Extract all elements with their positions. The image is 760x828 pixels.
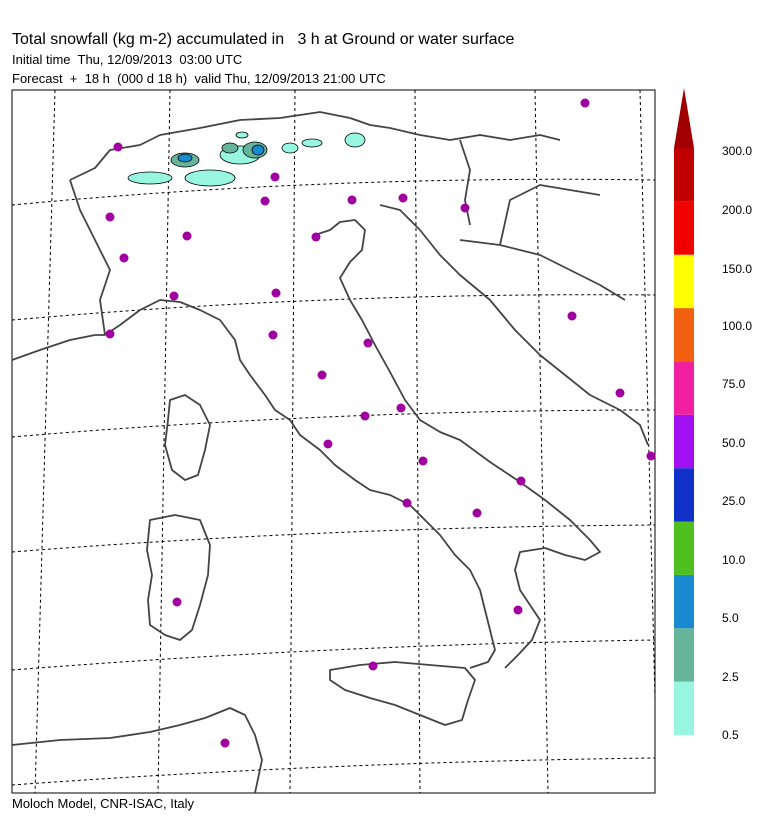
station-marker — [580, 98, 590, 108]
legend-swatch — [674, 468, 694, 522]
legend-label: 150.0 — [722, 262, 753, 276]
station-marker — [105, 212, 115, 222]
station-marker — [567, 311, 577, 321]
model-credit: Moloch Model, CNR-ISAC, Italy — [12, 796, 195, 811]
legend-label: 50.0 — [722, 436, 746, 450]
legend-swatch — [674, 574, 694, 629]
legend-label: 300.0 — [722, 144, 753, 158]
legend-arrow — [674, 88, 694, 148]
snowfall-contours — [127, 131, 366, 187]
legend-swatch — [674, 414, 694, 469]
station-marker — [402, 498, 412, 508]
legend-swatch — [674, 148, 694, 202]
station-marker — [172, 597, 182, 607]
legend-label: 2.5 — [722, 670, 739, 684]
initial-time: Initial time Thu, 12/09/2013 03:00 UTC — [12, 52, 243, 67]
legend-label: 100.0 — [722, 319, 753, 333]
legend-swatch — [674, 254, 694, 309]
station-marker — [270, 172, 280, 182]
legend-swatch — [674, 681, 694, 735]
forecast-time: Forecast + 18 h (000 d 18 h) valid Thu, … — [12, 71, 386, 86]
legend-label: 0.5 — [722, 728, 739, 742]
legend-label: 5.0 — [722, 611, 739, 625]
legend-label: 75.0 — [722, 377, 746, 391]
station-marker — [182, 231, 192, 241]
station-marker — [317, 370, 327, 380]
station-marker — [472, 508, 482, 518]
station-marker — [113, 142, 123, 152]
station-marker — [363, 338, 373, 348]
station-marker — [271, 288, 281, 298]
station-marker — [615, 388, 625, 398]
station-marker — [398, 193, 408, 203]
legend-label: 10.0 — [722, 553, 746, 567]
legend-label: 25.0 — [722, 494, 746, 508]
coastlines — [11, 111, 649, 794]
legend-colorbar — [674, 88, 694, 735]
legend-swatch — [674, 521, 694, 575]
station-marker — [418, 456, 428, 466]
legend-label: 200.0 — [722, 203, 753, 217]
station-marker — [516, 476, 526, 486]
station-marker — [368, 661, 378, 671]
station-marker — [220, 738, 230, 748]
station-marker — [396, 403, 406, 413]
station-marker — [105, 329, 115, 339]
station-marker — [323, 439, 333, 449]
legend-swatch — [674, 628, 694, 682]
station-marker — [260, 196, 270, 206]
station-marker — [169, 291, 179, 301]
legend-swatch — [674, 308, 694, 362]
station-marker — [646, 451, 656, 461]
map-frame — [11, 89, 656, 794]
legend-swatch — [674, 361, 694, 415]
station-markers — [105, 98, 656, 748]
map-title: Total snowfall (kg m-2) accumulated in 3… — [12, 31, 515, 48]
station-marker — [347, 195, 357, 205]
station-marker — [119, 253, 129, 263]
station-marker — [360, 411, 370, 421]
station-marker — [513, 605, 523, 615]
station-marker — [311, 232, 321, 242]
station-marker — [460, 203, 470, 213]
station-marker — [268, 330, 278, 340]
legend-swatch — [674, 201, 694, 255]
